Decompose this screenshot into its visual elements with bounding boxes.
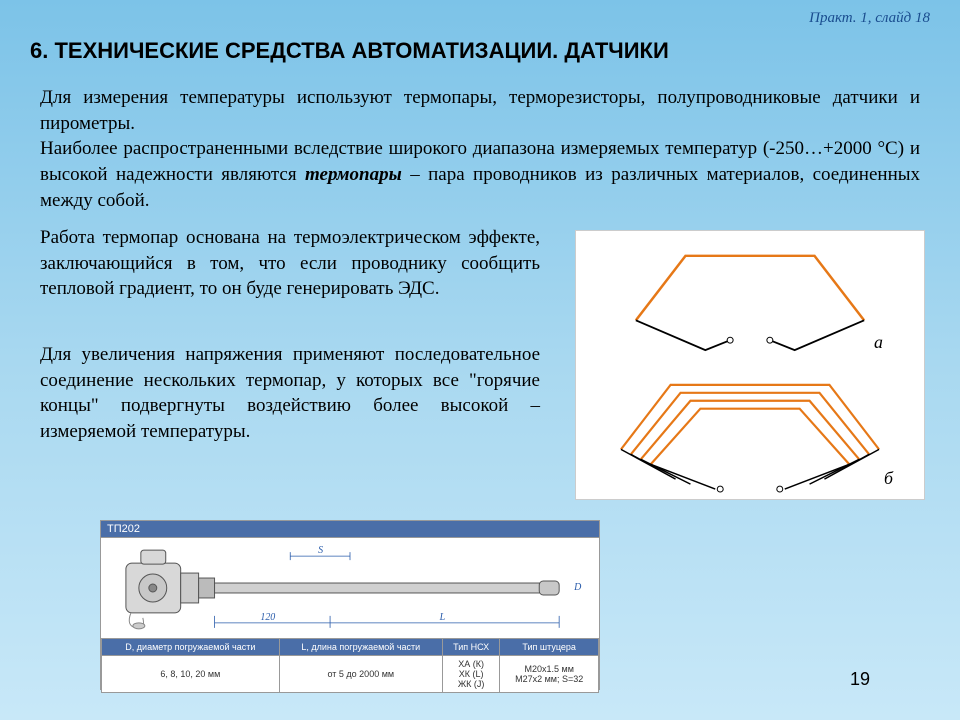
col-d: D, диаметр погружаемой части <box>102 639 280 656</box>
para1-text1: Для измерения температуры используют тер… <box>40 87 920 134</box>
dim-120: 120 <box>260 612 275 623</box>
cell-l: от 5 до 2000 мм <box>279 656 442 693</box>
slide-title: 6. ТЕХНИЧЕСКИЕ СРЕДСТВА АВТОМАТИЗАЦИИ. Д… <box>30 38 669 64</box>
tp202-drawing: S 120 L D <box>101 538 599 638</box>
thermocouple-diagram: а б <box>575 230 925 500</box>
slide-reference: Практ. 1, слайд 18 <box>809 10 930 27</box>
label-b: б <box>884 468 894 488</box>
paragraph-3: Для увеличения напряжения применяют посл… <box>40 342 540 445</box>
tp202-table: D, диаметр погружаемой части L, длина по… <box>101 638 599 693</box>
label-a: а <box>874 332 883 352</box>
col-shtutz: Тип штуцера <box>500 639 599 656</box>
col-nsx: Тип НСХ <box>442 639 499 656</box>
paragraph-2: Работа термопар основана на термоэлектри… <box>40 225 540 302</box>
para1-emphasis: термопары <box>305 164 402 185</box>
paragraph-1: Для измерения температуры используют тер… <box>40 85 920 213</box>
cell-shtutz: М20х1.5 мм М27х2 мм; S=32 <box>500 656 599 693</box>
cell-nsx: ХА (К) ХК (L) ЖК (J) <box>442 656 499 693</box>
thermocouple-svg: а б <box>576 231 924 499</box>
thermocouple-a: а <box>636 256 883 352</box>
dim-d: D <box>573 582 582 593</box>
thermocouple-b: б <box>621 385 894 492</box>
tp202-header: ТП202 <box>101 521 599 538</box>
table-row: 6, 8, 10, 20 мм от 5 до 2000 мм ХА (К) Х… <box>102 656 599 693</box>
col-l: L, длина погружаемой части <box>279 639 442 656</box>
table-header-row: D, диаметр погружаемой части L, длина по… <box>102 639 599 656</box>
cell-d: 6, 8, 10, 20 мм <box>102 656 280 693</box>
dim-l: L <box>439 612 446 623</box>
tp202-diagram: ТП202 <box>100 520 600 690</box>
page-number: 19 <box>850 669 870 690</box>
dim-s: S <box>318 545 323 556</box>
